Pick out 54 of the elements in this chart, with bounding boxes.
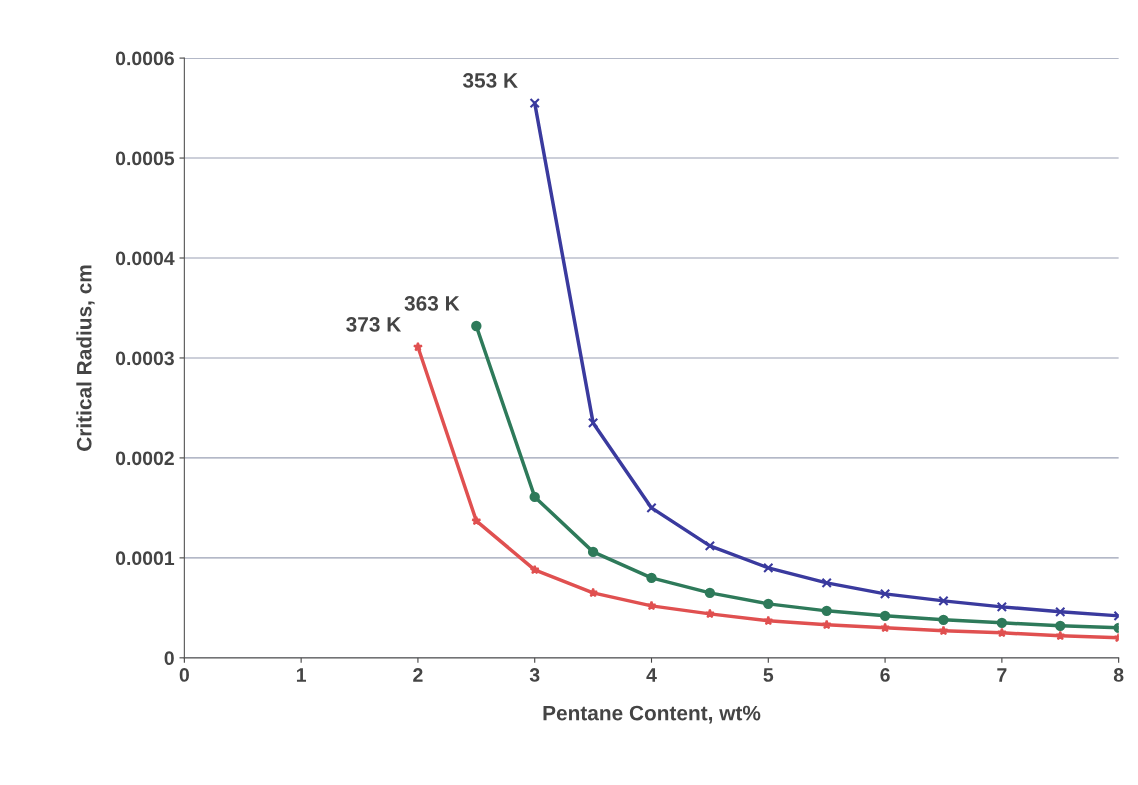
point: [704, 587, 716, 599]
point: [704, 608, 715, 619]
point: [587, 546, 599, 558]
point: [529, 491, 540, 503]
point: [1055, 606, 1066, 618]
point: [704, 540, 716, 552]
y-tick-label: 0.0004: [115, 251, 175, 266]
point: [471, 320, 482, 332]
annotation: 373 K: [346, 316, 402, 332]
y-tick-label: 0.0006: [115, 51, 174, 66]
x-tick-label: 4: [646, 668, 657, 682]
point: [821, 577, 832, 589]
point: [821, 605, 832, 617]
point: [938, 625, 949, 636]
x-tick-label: 5: [763, 668, 774, 682]
x-axis-title: Pentane Content, wt%: [543, 705, 761, 724]
point: [1055, 630, 1066, 641]
point: [529, 564, 540, 575]
point: [1055, 620, 1066, 632]
point: [938, 614, 949, 626]
x-tick-label: 6: [880, 668, 890, 682]
point: [646, 600, 657, 611]
point: [821, 619, 832, 630]
y-axis-title: Critical Radius, cm: [76, 265, 95, 451]
point: [412, 341, 423, 352]
y-tick-label: 0.0002: [115, 451, 174, 466]
point: [529, 97, 540, 109]
point: [646, 572, 657, 584]
annotation: 353 K: [462, 73, 518, 88]
point: [763, 598, 774, 610]
x-tick-label: 0: [179, 668, 189, 682]
annotation: 363 K: [404, 295, 460, 311]
point: [646, 502, 657, 514]
y-tick-label: 0.0001: [115, 551, 175, 566]
y-tick-label: 0.0003: [115, 351, 174, 366]
point: [471, 515, 482, 526]
y-tick-label: 0.0005: [115, 151, 175, 166]
point: [938, 595, 949, 607]
point: [588, 587, 599, 598]
point: [763, 562, 774, 574]
x-tick-label: 1: [296, 668, 307, 682]
x-tick-label: 7: [997, 668, 1007, 682]
point: [996, 601, 1008, 613]
x-tick-label: 3: [529, 668, 540, 682]
point: [763, 615, 774, 626]
point: [996, 617, 1008, 629]
point: [587, 417, 599, 429]
point: [996, 627, 1007, 638]
point: [879, 588, 891, 600]
y-tick-label: 0: [164, 651, 174, 666]
x-tick-label: 8: [1113, 668, 1124, 682]
point: [880, 622, 891, 633]
point: [879, 610, 891, 622]
x-tick-label: 2: [413, 668, 423, 682]
